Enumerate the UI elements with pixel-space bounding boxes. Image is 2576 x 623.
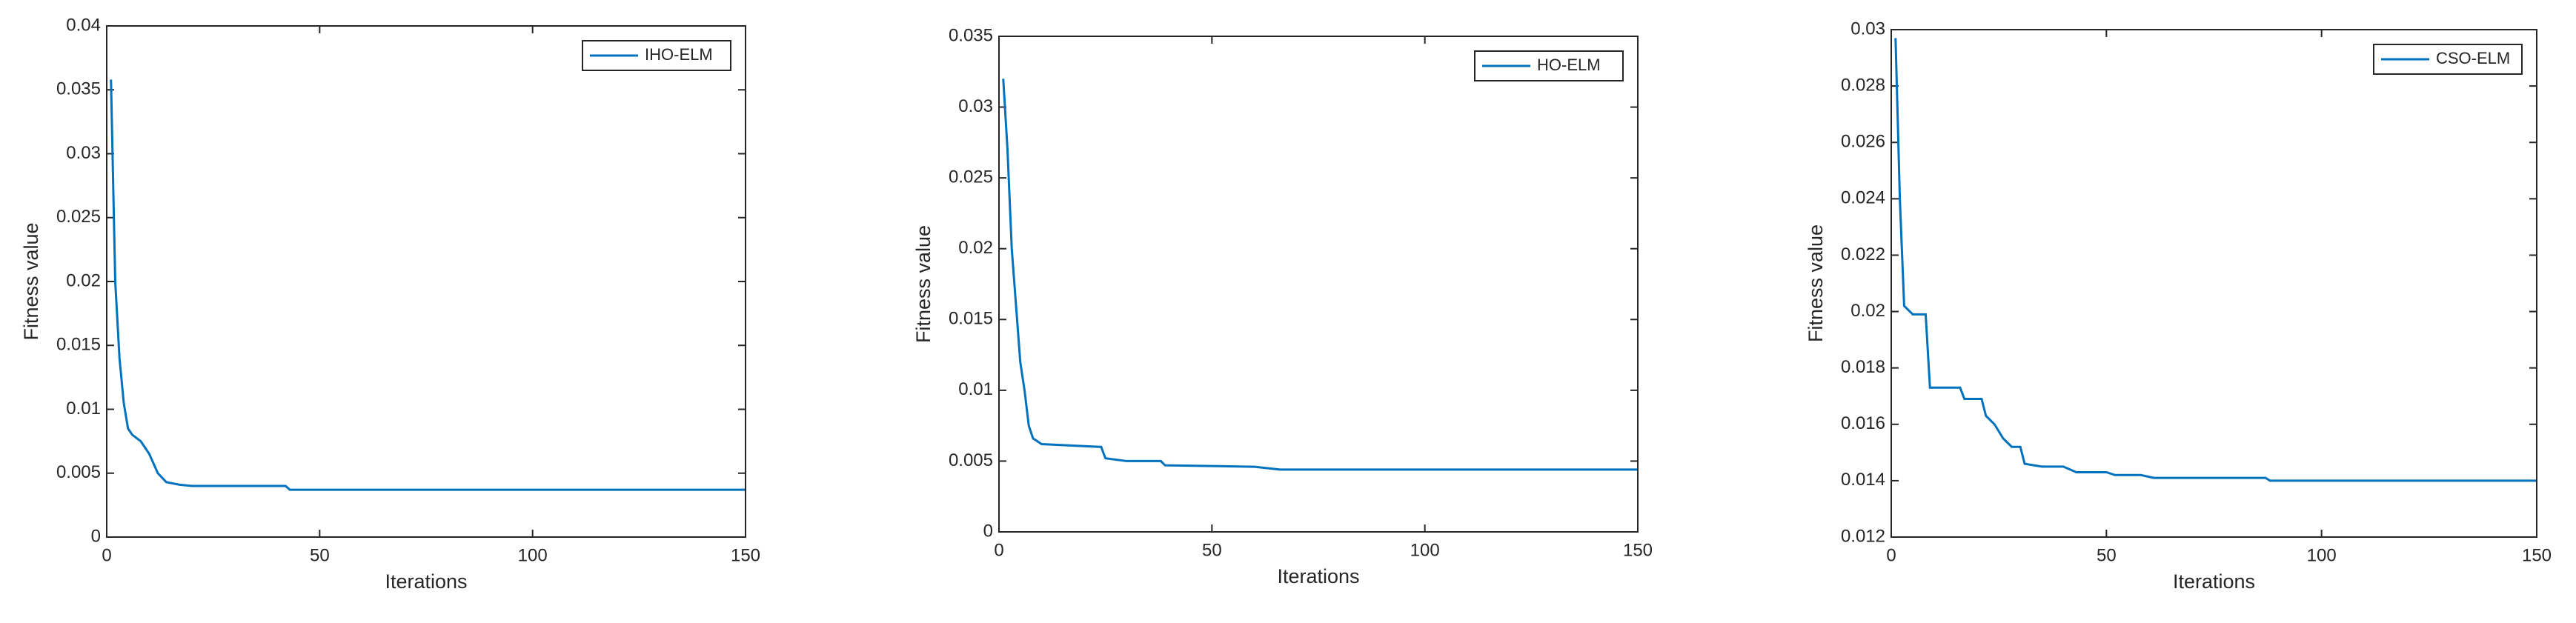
y-tick-label: 0.015	[949, 309, 993, 329]
x-tick-label: 150	[731, 545, 760, 565]
x-tick-label: 100	[1410, 540, 1440, 560]
y-tick-label: 0.026	[1841, 132, 1885, 152]
x-tick-label: 50	[1202, 540, 1222, 560]
y-axis-label: Fitness value	[20, 222, 42, 340]
y-tick-label: 0.012	[1841, 526, 1885, 546]
x-axis-label: Iterations	[385, 570, 467, 593]
x-tick-label: 0	[1886, 545, 1896, 565]
y-tick-label: 0.02	[958, 238, 993, 258]
y-tick-label: 0.02	[1850, 301, 1885, 321]
x-tick-label: 50	[310, 545, 330, 565]
legend: CSO-ELM	[2373, 44, 2523, 75]
y-tick-label: 0.018	[1841, 357, 1885, 377]
y-tick-label: 0.025	[56, 207, 101, 227]
y-tick-label: 0.035	[56, 79, 101, 99]
y-tick-label: 0.014	[1841, 470, 1885, 490]
y-tick-label: 0.03	[958, 96, 993, 116]
axes-frame	[106, 25, 746, 538]
x-tick-label: 150	[1623, 540, 1653, 560]
y-tick-label: 0.016	[1841, 413, 1885, 433]
chart-panel: 0 0.005 0.01 0.015 0.02 0.025 0.03 0.035 0.04 0 50…	[20, 15, 760, 593]
y-tick-label: 0.028	[1841, 75, 1885, 95]
x-tick-label: 50	[2097, 545, 2117, 565]
axes-frame	[1890, 29, 2537, 538]
y-axis-label: Fitness value	[1805, 224, 1827, 342]
data-line	[110, 79, 746, 491]
x-tick-label: 150	[2522, 545, 2552, 565]
x-tick-label: 100	[518, 545, 548, 565]
chart-panel: 0 0.005 0.01 0.015 0.02 0.025 0.03 0.035 0 50 100 1…	[912, 25, 1653, 587]
y-tick-label: 0.022	[1841, 244, 1885, 264]
x-tick-label: 0	[994, 540, 1003, 560]
legend: IHO-ELM	[582, 40, 731, 71]
x-tick-label: 100	[2307, 545, 2337, 565]
data-line	[1002, 79, 1638, 471]
y-axis-label: Fitness value	[912, 225, 935, 343]
y-tick-label: 0.03	[66, 143, 101, 163]
y-tick-label: 0.02	[66, 270, 101, 290]
y-tick-label: 0	[983, 521, 993, 541]
axes-frame	[998, 36, 1639, 533]
y-tick-label: 0.005	[949, 450, 993, 470]
y-tick-label: 0.01	[958, 379, 993, 399]
x-axis-label: Iterations	[2173, 570, 2255, 593]
legend: HO-ELM	[1474, 50, 1624, 81]
y-tick-label: 0.015	[56, 335, 101, 355]
chart-panel: 0.012 0.014 0.016 0.018 0.02 0.022 0.024 0.026 0…	[1805, 19, 2552, 593]
legend-box	[1474, 50, 1624, 81]
y-tick-label: 0.025	[949, 167, 993, 187]
y-tick-label: 0.035	[949, 25, 993, 45]
x-axis-label: Iterations	[1277, 565, 1359, 587]
y-tick-label: 0.01	[66, 399, 101, 419]
y-tick-label: 0	[91, 526, 101, 546]
data-line	[1894, 38, 2537, 482]
y-tick-label: 0.024	[1841, 188, 1885, 208]
y-tick-label: 0.04	[66, 15, 101, 35]
legend-label: CSO-ELM	[2436, 49, 2510, 67]
y-tick-label: 0.005	[56, 462, 101, 482]
x-tick-label: 0	[102, 545, 111, 565]
legend-label: HO-ELM	[1537, 56, 1601, 74]
legend-label: IHO-ELM	[645, 45, 713, 64]
y-tick-label: 0.03	[1850, 19, 1885, 39]
